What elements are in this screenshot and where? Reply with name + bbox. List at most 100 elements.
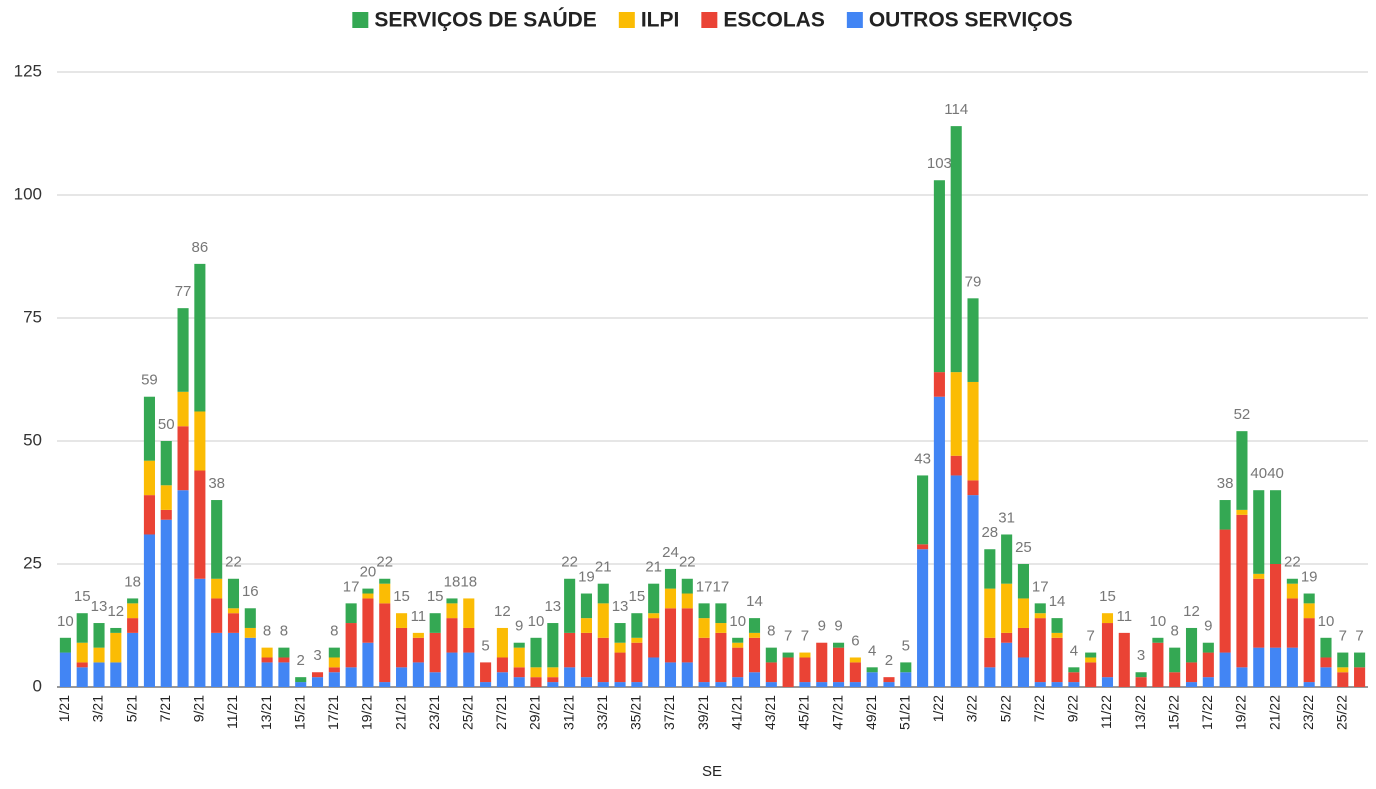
bar-segment	[765, 662, 777, 683]
total-label: 8	[767, 623, 775, 640]
bar-segment	[698, 618, 710, 638]
bar-segment	[597, 583, 609, 604]
bar-segment	[765, 647, 777, 663]
bar-segment	[614, 682, 626, 687]
bar-segment	[782, 652, 794, 658]
bar-segment	[143, 534, 155, 687]
bar-segment	[194, 470, 206, 579]
x-tick-label: 1/22	[930, 695, 946, 722]
bar-segment	[782, 657, 794, 687]
total-label: 38	[1217, 475, 1234, 492]
x-tick-label: 13/21	[258, 695, 274, 730]
bar-segment	[1051, 632, 1063, 638]
bar-segment	[446, 652, 458, 687]
total-label: 2	[885, 652, 893, 669]
bar-segment	[412, 632, 424, 638]
bar-segment	[1118, 632, 1130, 687]
bar-segment	[1101, 613, 1114, 624]
bar-segment	[1286, 598, 1298, 648]
bar-segment	[748, 672, 761, 687]
bar-segment	[1017, 657, 1029, 687]
x-tick-label: 11/22	[1098, 695, 1114, 729]
x-tick-label: 49/21	[863, 695, 879, 730]
bar-segment	[261, 657, 273, 663]
x-tick-label: 25/21	[459, 695, 475, 730]
x-tick-label: 17/21	[325, 695, 341, 730]
bar-segment	[345, 667, 357, 687]
total-label: 8	[1171, 623, 1179, 640]
total-label: 10	[1318, 613, 1335, 630]
bar-segment	[648, 613, 660, 619]
bar-segment	[513, 677, 525, 687]
bar-segment	[362, 593, 374, 599]
total-label: 15	[74, 588, 91, 605]
bar-segment	[1135, 672, 1147, 678]
bar-segment	[328, 672, 340, 687]
bar-segment	[799, 657, 811, 683]
bar-segment	[1051, 682, 1063, 687]
bar-segment	[328, 657, 340, 668]
total-label: 50	[158, 416, 175, 433]
bar-segment	[580, 618, 592, 633]
total-label: 79	[965, 273, 982, 290]
bar-segment	[664, 568, 677, 589]
total-label: 15	[427, 588, 444, 605]
bar-segment	[580, 677, 592, 687]
bar-segment	[1337, 652, 1349, 668]
bar-segment	[1320, 637, 1332, 658]
bar-segment	[950, 475, 962, 687]
total-label: 13	[544, 598, 561, 615]
bar-segment	[816, 682, 828, 687]
y-tick-label: 125	[14, 61, 42, 80]
bar-segment	[833, 647, 845, 683]
total-label: 20	[360, 564, 377, 581]
total-label: 86	[192, 239, 209, 256]
total-label: 11	[1116, 608, 1132, 625]
bar-segment	[362, 588, 374, 594]
bar-segment	[513, 667, 525, 678]
bar-segment	[295, 682, 307, 687]
bar-segment	[110, 627, 122, 633]
x-tick-label: 43/21	[762, 695, 778, 730]
bar-segment	[580, 632, 592, 678]
x-tick-label: 5/22	[997, 695, 1013, 722]
bar-segment	[597, 603, 609, 638]
bar-segment	[1286, 583, 1298, 599]
total-label: 17	[1032, 578, 1049, 595]
bar-segment	[530, 637, 542, 668]
bar-segment	[967, 480, 979, 496]
y-tick-label: 50	[23, 430, 42, 449]
bar-segment	[513, 647, 525, 668]
total-label: 15	[629, 588, 646, 605]
bar-segment	[513, 642, 525, 648]
bar-segment	[681, 593, 693, 609]
bar-segment	[833, 642, 845, 648]
bar-segment	[1068, 682, 1080, 687]
bar-segment	[866, 672, 878, 687]
total-label: 38	[208, 475, 225, 492]
bar-segment	[715, 682, 727, 687]
bar-segment	[631, 682, 643, 687]
total-label: 5	[902, 637, 910, 654]
total-label: 8	[263, 623, 271, 640]
bar-segment	[261, 662, 273, 687]
bar-segment	[1185, 627, 1198, 663]
bar-segment	[93, 623, 105, 648]
total-label: 52	[1234, 406, 1251, 423]
bar-segment	[412, 662, 424, 687]
bar-segment	[833, 682, 845, 687]
bar-segment	[748, 632, 761, 638]
x-tick-label: 37/21	[661, 695, 677, 730]
total-label: 16	[242, 583, 259, 600]
total-label: 18	[444, 573, 461, 590]
bar-segment	[1286, 647, 1298, 687]
bar-segment	[362, 642, 374, 687]
bar-segment	[681, 662, 693, 687]
bar-segment	[463, 598, 475, 628]
total-label: 22	[225, 554, 242, 571]
total-label: 22	[679, 554, 696, 571]
x-tick-label: 9/21	[191, 695, 207, 722]
bar-segment	[984, 588, 996, 638]
x-tick-label: 35/21	[628, 695, 644, 730]
bar-segment	[1085, 652, 1097, 658]
